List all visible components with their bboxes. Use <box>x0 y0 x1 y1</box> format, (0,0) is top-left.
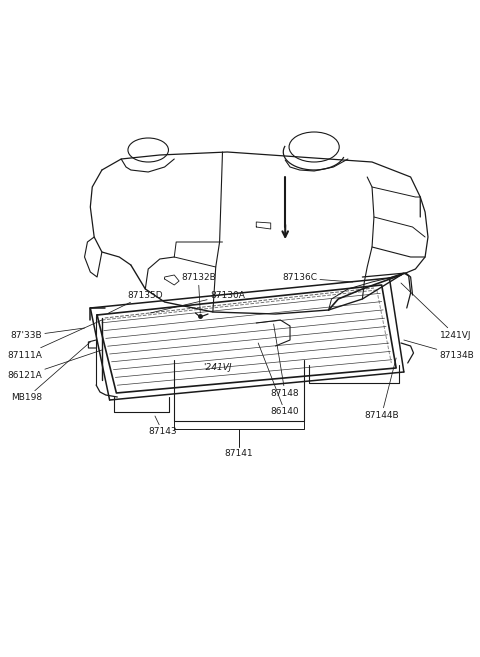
Text: 87143: 87143 <box>148 416 177 436</box>
Text: 87135D: 87135D <box>108 290 163 313</box>
Text: 87148: 87148 <box>271 324 300 397</box>
Text: 86121A: 86121A <box>7 350 102 380</box>
Text: 87144B: 87144B <box>364 358 399 420</box>
Text: 87'33B: 87'33B <box>11 328 84 340</box>
Text: 1241VJ: 1241VJ <box>401 283 471 340</box>
Text: MB198: MB198 <box>11 342 90 403</box>
Text: '241VJ: '241VJ <box>204 363 232 371</box>
Text: 87136C: 87136C <box>282 273 353 283</box>
Text: 86140: 86140 <box>258 343 300 417</box>
Text: 87134B: 87134B <box>404 340 474 359</box>
Text: 87132B: 87132B <box>181 273 216 313</box>
Text: 87141: 87141 <box>225 449 253 459</box>
Text: 87130A: 87130A <box>150 290 245 313</box>
Text: 87111A: 87111A <box>7 320 102 359</box>
